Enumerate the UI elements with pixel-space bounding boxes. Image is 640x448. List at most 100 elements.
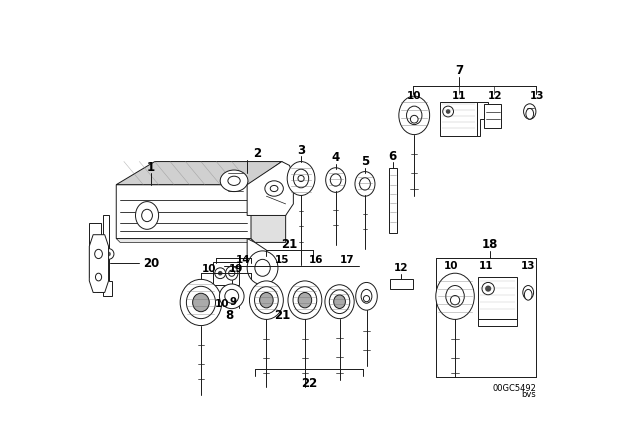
Ellipse shape (325, 285, 354, 319)
Text: 5: 5 (361, 155, 369, 168)
Text: 16: 16 (309, 255, 324, 265)
Text: 20: 20 (143, 257, 159, 270)
Text: 15: 15 (275, 255, 289, 265)
Bar (440, 102, 477, 136)
Text: 11: 11 (452, 91, 466, 101)
Ellipse shape (193, 293, 209, 312)
Ellipse shape (255, 259, 270, 276)
Text: 13: 13 (529, 91, 544, 101)
Text: 17: 17 (340, 255, 355, 265)
Ellipse shape (364, 296, 369, 302)
Text: 10: 10 (444, 260, 458, 271)
Ellipse shape (406, 106, 422, 125)
Ellipse shape (265, 181, 284, 196)
Ellipse shape (106, 252, 111, 256)
Ellipse shape (220, 284, 244, 309)
Text: 14: 14 (236, 255, 251, 265)
Ellipse shape (446, 285, 464, 307)
Polygon shape (251, 162, 285, 242)
Ellipse shape (399, 96, 429, 134)
Text: 4: 4 (332, 151, 340, 164)
Ellipse shape (218, 271, 223, 276)
Ellipse shape (141, 209, 152, 222)
Text: 10: 10 (407, 91, 422, 101)
Ellipse shape (293, 287, 317, 314)
Text: 18: 18 (481, 238, 498, 251)
Bar (478, 277, 516, 319)
Polygon shape (116, 185, 255, 238)
Polygon shape (247, 238, 266, 266)
Ellipse shape (225, 289, 239, 303)
Text: 22: 22 (301, 377, 317, 390)
Ellipse shape (95, 273, 102, 281)
Text: 10: 10 (202, 264, 216, 274)
Ellipse shape (228, 270, 235, 276)
Ellipse shape (482, 282, 494, 295)
Ellipse shape (95, 250, 102, 258)
Ellipse shape (485, 285, 492, 292)
Ellipse shape (220, 170, 248, 192)
Ellipse shape (443, 106, 454, 117)
Bar (390, 280, 413, 289)
Ellipse shape (360, 178, 371, 190)
Ellipse shape (288, 281, 322, 319)
Text: 6: 6 (388, 150, 397, 163)
Polygon shape (116, 162, 282, 185)
Bar (389, 168, 397, 233)
Text: 19: 19 (228, 264, 243, 274)
Ellipse shape (355, 172, 375, 196)
Text: 21: 21 (282, 238, 298, 251)
Ellipse shape (298, 293, 312, 308)
Ellipse shape (92, 270, 98, 276)
Text: 10: 10 (215, 299, 230, 309)
Bar (212, 262, 239, 285)
Ellipse shape (225, 266, 238, 280)
Text: 00GC5492: 00GC5492 (492, 384, 536, 393)
Polygon shape (90, 223, 105, 293)
Ellipse shape (330, 290, 350, 314)
Ellipse shape (524, 289, 532, 300)
Text: 3: 3 (297, 143, 305, 156)
Text: 9: 9 (230, 297, 237, 307)
Text: 7: 7 (455, 64, 463, 77)
Ellipse shape (526, 108, 534, 119)
Ellipse shape (270, 185, 278, 192)
Ellipse shape (103, 249, 114, 259)
Ellipse shape (136, 202, 159, 229)
Ellipse shape (293, 169, 308, 188)
Text: 11: 11 (479, 260, 493, 271)
Ellipse shape (446, 109, 451, 114)
Polygon shape (477, 102, 488, 136)
Polygon shape (247, 162, 293, 215)
Ellipse shape (250, 281, 284, 319)
Ellipse shape (436, 273, 474, 319)
Ellipse shape (330, 174, 341, 186)
Ellipse shape (523, 285, 534, 299)
Ellipse shape (451, 296, 460, 305)
Ellipse shape (186, 286, 216, 319)
Polygon shape (90, 235, 109, 293)
Text: 21: 21 (274, 309, 290, 322)
Text: 2: 2 (253, 147, 261, 160)
Ellipse shape (215, 268, 225, 279)
Ellipse shape (228, 176, 240, 185)
Text: 8: 8 (225, 309, 234, 322)
Ellipse shape (356, 282, 378, 310)
Ellipse shape (287, 162, 315, 195)
Polygon shape (103, 215, 113, 296)
Ellipse shape (524, 104, 536, 119)
Text: 12: 12 (394, 263, 408, 273)
Bar (478, 319, 516, 326)
Ellipse shape (247, 251, 278, 285)
Ellipse shape (326, 168, 346, 192)
Bar (484, 104, 501, 129)
Ellipse shape (410, 115, 418, 123)
Text: bvs: bvs (521, 390, 536, 399)
Text: 13: 13 (521, 260, 536, 271)
Ellipse shape (260, 293, 273, 308)
Ellipse shape (361, 289, 372, 303)
Text: 1: 1 (147, 161, 155, 174)
Ellipse shape (298, 176, 304, 181)
Ellipse shape (333, 295, 346, 309)
Polygon shape (116, 238, 255, 242)
